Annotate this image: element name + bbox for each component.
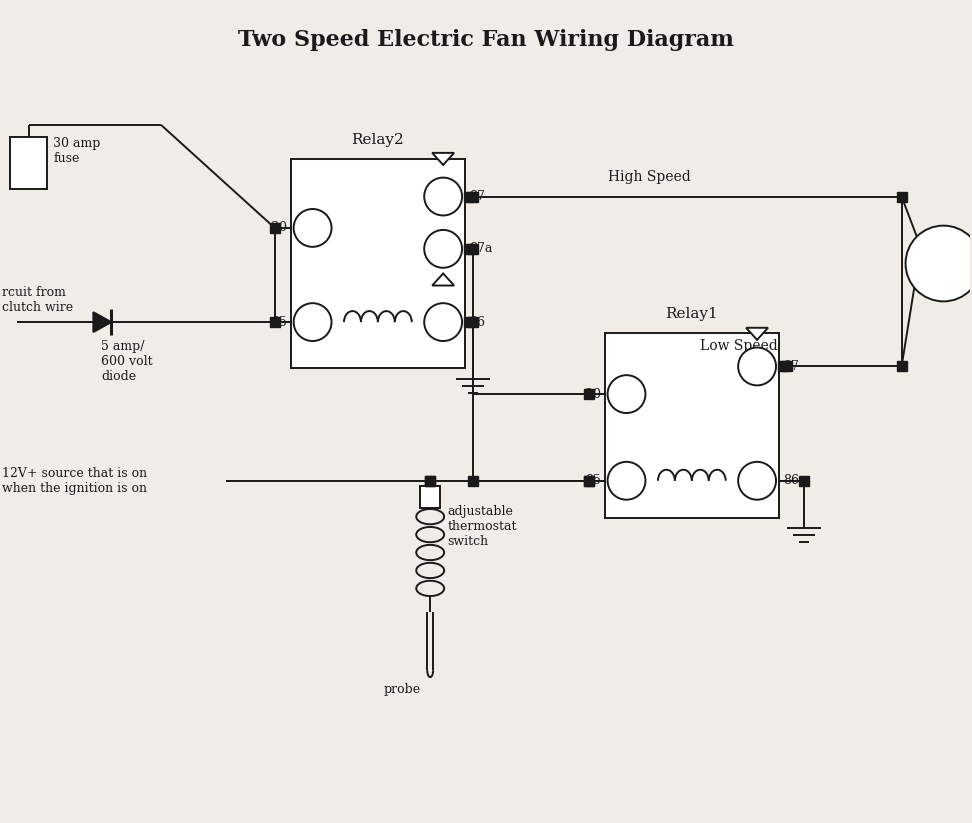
Text: Relay2: Relay2 <box>352 133 404 146</box>
Text: High Speed: High Speed <box>608 170 691 184</box>
Polygon shape <box>93 312 111 332</box>
Polygon shape <box>433 153 454 165</box>
Text: 87a: 87a <box>469 242 493 255</box>
Text: 87: 87 <box>783 360 799 373</box>
Bar <box>799 476 809 486</box>
Circle shape <box>738 347 776 385</box>
Bar <box>420 486 440 508</box>
Bar <box>605 333 779 518</box>
Circle shape <box>424 303 462 341</box>
Text: 86: 86 <box>783 474 799 487</box>
Text: 87: 87 <box>469 190 485 203</box>
Bar <box>583 476 594 486</box>
Circle shape <box>906 226 972 301</box>
Bar <box>469 476 478 486</box>
Bar <box>583 389 594 399</box>
Circle shape <box>294 209 331 247</box>
Text: 85: 85 <box>585 474 601 487</box>
Bar <box>469 244 478 253</box>
Text: adjustable
thermostat
switch: adjustable thermostat switch <box>447 505 517 548</box>
Circle shape <box>608 375 645 413</box>
Circle shape <box>424 230 462 267</box>
Text: 86: 86 <box>469 315 485 328</box>
Bar <box>464 317 474 327</box>
Polygon shape <box>746 328 768 340</box>
Text: probe: probe <box>383 682 420 695</box>
Circle shape <box>608 462 645 500</box>
Text: rcuit from
clutch wire: rcuit from clutch wire <box>2 286 73 314</box>
Bar <box>10 137 48 188</box>
Text: 12V+ source that is on
when the ignition is on: 12V+ source that is on when the ignition… <box>2 467 147 495</box>
Text: Two Speed Electric Fan Wiring Diagram: Two Speed Electric Fan Wiring Diagram <box>238 30 734 51</box>
Text: 30: 30 <box>584 388 601 401</box>
Text: 5 amp/
600 volt
diode: 5 amp/ 600 volt diode <box>101 340 153 383</box>
Bar <box>583 476 594 486</box>
Bar <box>425 476 435 486</box>
Text: 30 amp
fuse: 30 amp fuse <box>53 137 101 165</box>
Text: Fa: Fa <box>928 242 947 256</box>
Polygon shape <box>433 273 454 286</box>
Text: 30: 30 <box>270 221 287 235</box>
Bar <box>469 192 478 202</box>
Circle shape <box>424 178 462 216</box>
Circle shape <box>738 462 776 500</box>
Text: 85: 85 <box>271 315 287 328</box>
Text: Low Speed: Low Speed <box>700 340 778 354</box>
Text: Relay1: Relay1 <box>666 307 718 321</box>
Bar <box>270 317 280 327</box>
Bar <box>469 317 478 327</box>
Bar <box>896 361 907 371</box>
Bar <box>291 159 465 368</box>
Bar <box>425 476 435 486</box>
Bar <box>464 192 474 202</box>
Bar <box>464 244 474 253</box>
Bar <box>270 223 280 233</box>
Bar <box>782 361 792 371</box>
Bar <box>896 192 907 202</box>
Bar <box>778 361 788 371</box>
Circle shape <box>294 303 331 341</box>
